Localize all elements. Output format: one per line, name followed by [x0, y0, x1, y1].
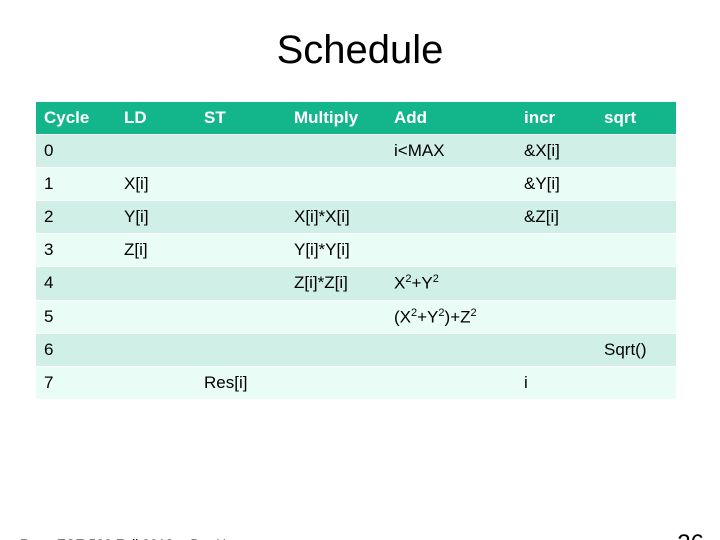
- table-cell: &Y[i]: [516, 168, 596, 201]
- table-header-cell: LD: [116, 102, 196, 135]
- table-header-cell: incr: [516, 102, 596, 135]
- table-cell: [196, 300, 286, 334]
- table-cell: [196, 267, 286, 301]
- table-cell: Z[i]: [116, 234, 196, 267]
- table-cell: &Z[i]: [516, 201, 596, 234]
- table-cell: 7: [36, 367, 116, 400]
- table-cell: [596, 367, 676, 400]
- table-cell: 3: [36, 234, 116, 267]
- table-row: 3Z[i] Y[i]*Y[i]: [36, 234, 676, 267]
- table-cell: [386, 334, 516, 367]
- table-cell: 4: [36, 267, 116, 301]
- table-cell: [516, 300, 596, 334]
- table-cell: Y[i]*Y[i]: [286, 234, 386, 267]
- table-row: 0 i<MAX&X[i]: [36, 135, 676, 168]
- table-header-cell: Multiply: [286, 102, 386, 135]
- table-cell: [596, 168, 676, 201]
- table-cell: Z[i]*Z[i]: [286, 267, 386, 301]
- table-body: 0 i<MAX&X[i] 1X[i] &Y[i] 2Y[i] X[i]*X[i] &Z[i]…: [36, 135, 676, 400]
- table-cell: 0: [36, 135, 116, 168]
- page-number: 26: [677, 530, 704, 540]
- table-row: 6 Sqrt(): [36, 334, 676, 367]
- table-row: 1X[i] &Y[i]: [36, 168, 676, 201]
- table-cell: [196, 234, 286, 267]
- table-header-row: CycleLDSTMultiplyAddincrsqrt: [36, 102, 676, 135]
- table-cell: [286, 300, 386, 334]
- table-cell: [386, 367, 516, 400]
- table-cell: 2: [36, 201, 116, 234]
- table-cell: [286, 168, 386, 201]
- table-cell: 5: [36, 300, 116, 334]
- table-cell: [596, 135, 676, 168]
- table-row: 7 Res[i] i: [36, 367, 676, 400]
- table-cell: Sqrt(): [596, 334, 676, 367]
- schedule-table: CycleLDSTMultiplyAddincrsqrt 0 i<MAX&X[i]…: [36, 101, 676, 400]
- table-cell: 1: [36, 168, 116, 201]
- table-row: 4 Z[i]*Z[i]X2+Y2: [36, 267, 676, 301]
- table-header-cell: Cycle: [36, 102, 116, 135]
- table-cell: X2+Y2: [386, 267, 516, 301]
- table-header-cell: Add: [386, 102, 516, 135]
- table-cell: [196, 201, 286, 234]
- table-cell: X[i]*X[i]: [286, 201, 386, 234]
- table-header-cell: ST: [196, 102, 286, 135]
- page-title: Schedule: [0, 28, 720, 73]
- table-row: 2Y[i] X[i]*X[i] &Z[i]: [36, 201, 676, 234]
- table-cell: [196, 334, 286, 367]
- table-cell: [286, 334, 386, 367]
- table-cell: [196, 135, 286, 168]
- table-cell: i<MAX: [386, 135, 516, 168]
- table-cell: [116, 367, 196, 400]
- table-cell: [116, 135, 196, 168]
- table-cell: [516, 267, 596, 301]
- table-cell: Res[i]: [196, 367, 286, 400]
- table-cell: &X[i]: [516, 135, 596, 168]
- table-cell: [116, 334, 196, 367]
- table-cell: [596, 234, 676, 267]
- table-cell: [516, 334, 596, 367]
- table-cell: [286, 135, 386, 168]
- table-cell: i: [516, 367, 596, 400]
- table-cell: [596, 267, 676, 301]
- table-cell: Y[i]: [116, 201, 196, 234]
- table-cell: [386, 234, 516, 267]
- table-head: CycleLDSTMultiplyAddincrsqrt: [36, 102, 676, 135]
- table-cell: [386, 201, 516, 234]
- footer-text: Penn ESE 532 Fall 2018 -- De. Hon: [20, 536, 242, 540]
- table-cell: [116, 267, 196, 301]
- table-cell: X[i]: [116, 168, 196, 201]
- table-cell: [596, 300, 676, 334]
- table-cell: [596, 201, 676, 234]
- table-row: 5 (X2+Y2)+Z2: [36, 300, 676, 334]
- table-cell: (X2+Y2)+Z2: [386, 300, 516, 334]
- table-header-cell: sqrt: [596, 102, 676, 135]
- table-cell: [286, 367, 386, 400]
- table-cell: [196, 168, 286, 201]
- slide: Schedule CycleLDSTMultiplyAddincrsqrt 0 i…: [0, 28, 720, 540]
- table-cell: [116, 300, 196, 334]
- table-cell: [516, 234, 596, 267]
- table-cell: 6: [36, 334, 116, 367]
- table-cell: [386, 168, 516, 201]
